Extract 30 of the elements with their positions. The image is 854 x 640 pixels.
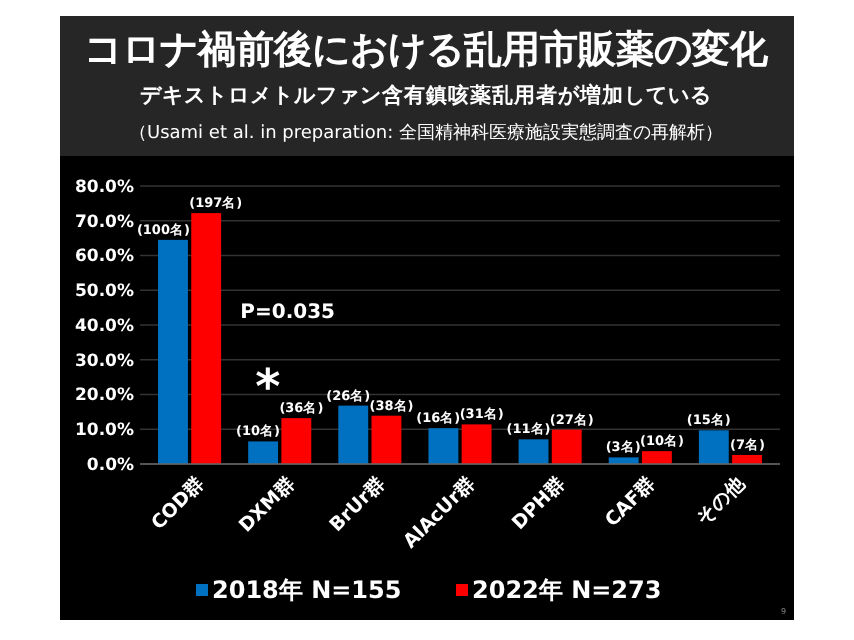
bar bbox=[518, 439, 549, 464]
bar bbox=[248, 441, 279, 464]
y-tick-label: 0.0% bbox=[86, 455, 135, 476]
bar bbox=[158, 239, 188, 464]
bar bbox=[641, 451, 672, 464]
y-tick-label: 30.0% bbox=[75, 351, 135, 372]
bar bbox=[551, 429, 582, 464]
annotation: * bbox=[255, 359, 282, 416]
legend-label: 2022年 N=273 bbox=[472, 576, 662, 604]
chart-title: コロナ禍前後における乱用市販薬の変化 bbox=[84, 28, 770, 72]
y-tick-label: 40.0% bbox=[75, 316, 135, 337]
bar bbox=[338, 405, 369, 464]
x-tick-label: その他 bbox=[691, 469, 753, 531]
annotation: P=0.035 bbox=[240, 302, 336, 325]
bar bbox=[281, 418, 312, 464]
y-tick-label: 20.0% bbox=[75, 386, 135, 407]
y-tick-label: 70.0% bbox=[75, 212, 135, 233]
bar bbox=[371, 415, 402, 464]
chart-subtitle: デキストロメトルファン含有鎮咳薬乱用者が増加している bbox=[140, 82, 712, 108]
y-tick-label: 50.0% bbox=[75, 282, 135, 303]
y-tick-label: 10.0% bbox=[75, 421, 135, 442]
bar bbox=[698, 430, 729, 464]
bar bbox=[428, 428, 459, 464]
bar bbox=[191, 213, 222, 464]
text: （Usami et al. in preparation: 全国精神科医療施設実態調査の再解析） bbox=[129, 122, 723, 144]
y-tick-label: 80.0% bbox=[75, 177, 135, 198]
legend-label: 2018年 N=155 bbox=[212, 576, 402, 604]
bar bbox=[461, 424, 492, 464]
y-tick-label: 60.0% bbox=[75, 247, 135, 268]
bar bbox=[608, 457, 639, 464]
